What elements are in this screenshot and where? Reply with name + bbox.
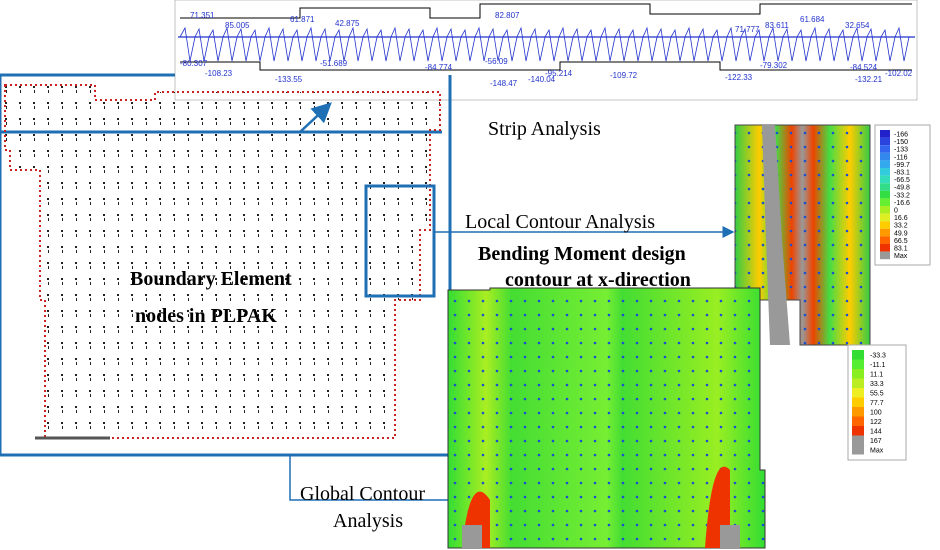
legend-label: -83.1	[894, 170, 910, 177]
strip-value: -122.33	[725, 73, 753, 82]
strip-panel	[174, 0, 918, 101]
legend-swatch	[880, 145, 890, 153]
strip-value: -132.21	[855, 75, 883, 84]
legend-swatch	[852, 359, 864, 369]
legend-label: 77.7	[870, 400, 884, 407]
legend-swatch	[880, 213, 890, 222]
local-label: Local Contour Analysis	[465, 211, 655, 233]
legend-swatch	[852, 426, 864, 436]
legend-swatch	[880, 236, 890, 244]
legend-label: 66.5	[894, 238, 908, 245]
legend-swatch	[852, 378, 864, 388]
plan-panel	[0, 73, 735, 506]
legend-label: 167	[870, 438, 882, 445]
strip-value: -84.524	[850, 63, 878, 72]
strip-value: 61.871	[290, 15, 315, 24]
strip-value: -80.307	[180, 59, 208, 68]
legend-swatch	[852, 369, 864, 379]
legend-label: 83.1	[894, 246, 908, 253]
legend-label: 55.5	[870, 391, 884, 398]
legend-swatch	[880, 130, 890, 138]
strip-value: -95.214	[545, 69, 573, 78]
legend-label: 33.3	[870, 381, 884, 388]
legend-label: -49.8	[894, 185, 910, 192]
legend-label: -150	[894, 139, 908, 146]
legend-label: 11.1	[870, 372, 883, 379]
legend-label: -166	[894, 132, 908, 139]
legend-label: -133	[894, 147, 908, 154]
legend-swatch	[880, 183, 890, 191]
strip-value: -79.302	[760, 61, 788, 70]
legend-swatch	[852, 397, 864, 407]
legend-swatch	[880, 175, 890, 184]
strip-value: 61.684	[800, 15, 825, 24]
legend-label: 100	[870, 410, 882, 417]
legend-label: -11.1	[870, 362, 886, 369]
strip-value: -84.774	[425, 63, 453, 72]
global-label: Global Contour	[300, 483, 425, 505]
strip-value: -133.55	[275, 75, 303, 84]
boundary-label: Boundary Element	[130, 268, 292, 290]
strip-value: -148.47	[490, 79, 518, 88]
legend-swatch	[852, 416, 864, 426]
strip-value: -108.23	[205, 69, 233, 78]
strip-value: 71.351	[190, 11, 215, 20]
bending-label: contour at x-direction	[505, 269, 691, 291]
legend-label: 144	[870, 429, 882, 436]
bending-label: Bending Moment design	[478, 243, 686, 265]
strip-value: 85.005	[225, 21, 250, 30]
legend-label: 0	[894, 208, 898, 215]
global-label: Analysis	[333, 510, 403, 532]
legend-swatch	[852, 435, 864, 445]
legend-swatch	[852, 407, 864, 417]
legend-label: -33.3	[870, 353, 886, 360]
legend-swatch	[880, 228, 890, 237]
legend-swatch	[880, 152, 890, 161]
strip-value: -56.09	[485, 57, 508, 66]
legend-swatch	[852, 445, 864, 455]
legend-label: 122	[870, 419, 882, 426]
strip-value: 82.807	[495, 11, 520, 20]
strip-value: 71.777	[735, 25, 760, 34]
legend-swatch	[852, 350, 864, 360]
legend-label: -99.7	[894, 162, 910, 169]
legend-label: Max	[870, 448, 884, 455]
legend-swatch	[880, 251, 890, 260]
legend-label: -66.5	[894, 177, 910, 184]
legend-label: 49.9	[894, 230, 908, 237]
strip-label: Strip Analysis	[488, 118, 601, 140]
legend-label: 16.6	[894, 215, 908, 222]
legend-label: -16.6	[894, 200, 910, 207]
legend-swatch	[880, 198, 890, 206]
legend-swatch	[880, 160, 890, 168]
legend-swatch	[880, 168, 890, 176]
legend-swatch	[852, 388, 864, 398]
legend-swatch	[880, 244, 890, 252]
legend-swatch	[880, 137, 890, 146]
strip-value: -140.04	[528, 75, 556, 84]
strip-value: 32.654	[845, 21, 870, 30]
strip-value: 83.611	[765, 21, 789, 30]
strip-value: 42.875	[335, 19, 360, 28]
strip-value: -51.689	[320, 59, 348, 68]
labels: Strip Analysis Local Contour Analysis Be…	[130, 118, 691, 532]
legend-swatch	[880, 206, 890, 214]
strip-value: -102.02	[885, 69, 913, 78]
legend-label: Max	[894, 253, 908, 260]
boundary-label: nodes in PLPAK	[135, 305, 277, 327]
legend-swatch	[880, 190, 890, 199]
legend-label: -33.2	[894, 192, 910, 199]
legend-label: -116	[894, 154, 908, 161]
strip-value: -109.72	[610, 71, 638, 80]
legend-label: 33.2	[894, 223, 908, 230]
legend-swatch	[880, 221, 890, 229]
